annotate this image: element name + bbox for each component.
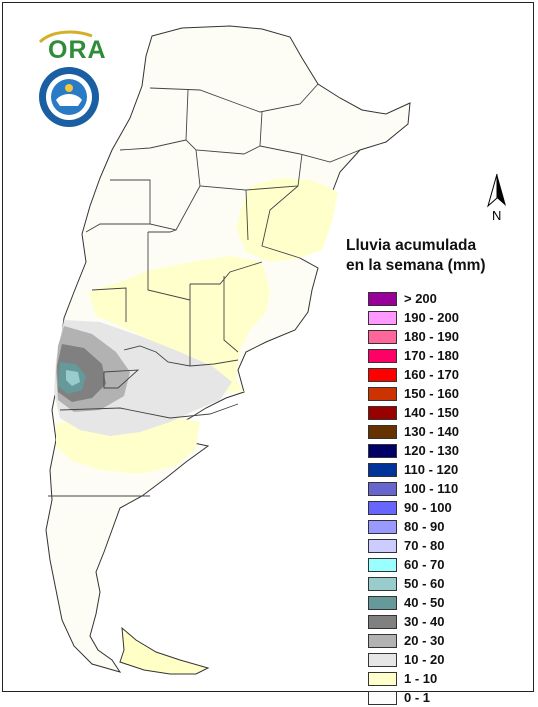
tierra-del-fuego [119, 626, 210, 675]
legend-swatch [368, 291, 397, 306]
legend-label: 40 - 50 [404, 595, 445, 610]
legend-item: 70 - 80 [368, 536, 459, 555]
legend-label: 180 - 190 [404, 329, 459, 344]
legend-swatch [368, 329, 397, 344]
legend-item: 0 - 1 [368, 688, 459, 707]
legend-swatch [368, 443, 397, 458]
legend-label: 90 - 100 [404, 500, 452, 515]
legend-label: 60 - 70 [404, 557, 445, 572]
legend-label: 10 - 20 [404, 652, 445, 667]
legend-swatch [368, 348, 397, 363]
legend-title-line2: en la semana (mm) [346, 257, 486, 274]
legend-swatch [368, 310, 397, 325]
legend-swatch [368, 652, 397, 667]
legend-label: 70 - 80 [404, 538, 445, 553]
legend-item: 60 - 70 [368, 555, 459, 574]
legend-item: 10 - 20 [368, 650, 459, 669]
legend-swatch [368, 481, 397, 496]
rain-50-60-area [66, 370, 80, 386]
legend-label: 0 - 1 [404, 690, 431, 705]
legend-swatch [368, 690, 397, 705]
legend-swatch [368, 519, 397, 534]
legend-swatch [368, 424, 397, 439]
legend-item: 180 - 190 [368, 327, 459, 346]
legend-label: 30 - 40 [404, 614, 445, 629]
legend-item: 120 - 130 [368, 441, 459, 460]
ora-logo: ORA [38, 30, 106, 62]
legend-swatch [368, 405, 397, 420]
legend-title-line1: Lluvia acumulada [346, 237, 477, 254]
legend-label: 150 - 160 [404, 386, 459, 401]
legend-swatch [368, 500, 397, 515]
legend-swatch [368, 538, 397, 553]
legend-item: 30 - 40 [368, 612, 459, 631]
legend-label: 80 - 90 [404, 519, 445, 534]
legend-swatch [368, 671, 397, 686]
legend-label: 140 - 150 [404, 405, 459, 420]
legend-label: 120 - 130 [404, 443, 459, 458]
legend-item: 100 - 110 [368, 479, 459, 498]
legend-swatch [368, 557, 397, 572]
legend-label: 20 - 30 [404, 633, 445, 648]
legend-item: 110 - 120 [368, 460, 459, 479]
legend-label: 1 - 10 [404, 671, 438, 686]
legend-label: 160 - 170 [404, 367, 459, 382]
legend-item: 150 - 160 [368, 384, 459, 403]
north-arrow-icon: N [487, 173, 506, 222]
legend-label: 100 - 110 [404, 481, 459, 496]
legend-item: 130 - 140 [368, 422, 459, 441]
legend-swatch [368, 595, 397, 610]
legend-item: 140 - 150 [368, 403, 459, 422]
legend-item: 50 - 60 [368, 574, 459, 593]
legend-item: 20 - 30 [368, 631, 459, 650]
legend-label: 110 - 120 [404, 462, 459, 477]
legend-item: 160 - 170 [368, 365, 459, 384]
ora-logo-text: ORA [48, 36, 106, 62]
legend-item: 1 - 10 [368, 669, 459, 688]
legend-item: 80 - 90 [368, 517, 459, 536]
legend-swatch [368, 386, 397, 401]
province-borders [48, 83, 361, 497]
smn-seal-logo [39, 67, 99, 127]
legend-item: 90 - 100 [368, 498, 459, 517]
legend-item: 190 - 200 [368, 308, 459, 327]
legend-item: 170 - 180 [368, 346, 459, 365]
legend-swatch [368, 614, 397, 629]
legend-label: 170 - 180 [404, 348, 459, 363]
legend: > 200 190 - 200 180 - 190 170 - 180 160 - 17… [368, 289, 459, 707]
legend-item: 40 - 50 [368, 593, 459, 612]
rain-1-10-areas [56, 178, 338, 474]
legend-swatch [368, 576, 397, 591]
legend-label: 50 - 60 [404, 576, 445, 591]
legend-swatch [368, 633, 397, 648]
legend-label: 130 - 140 [404, 424, 459, 439]
legend-label: > 200 [404, 291, 437, 306]
legend-label: 190 - 200 [404, 310, 459, 325]
legend-swatch [368, 462, 397, 477]
legend-item: > 200 [368, 289, 459, 308]
legend-swatch [368, 367, 397, 382]
north-label: N [492, 208, 501, 222]
legend-title: Lluvia acumulada en la semana (mm) [346, 236, 526, 276]
